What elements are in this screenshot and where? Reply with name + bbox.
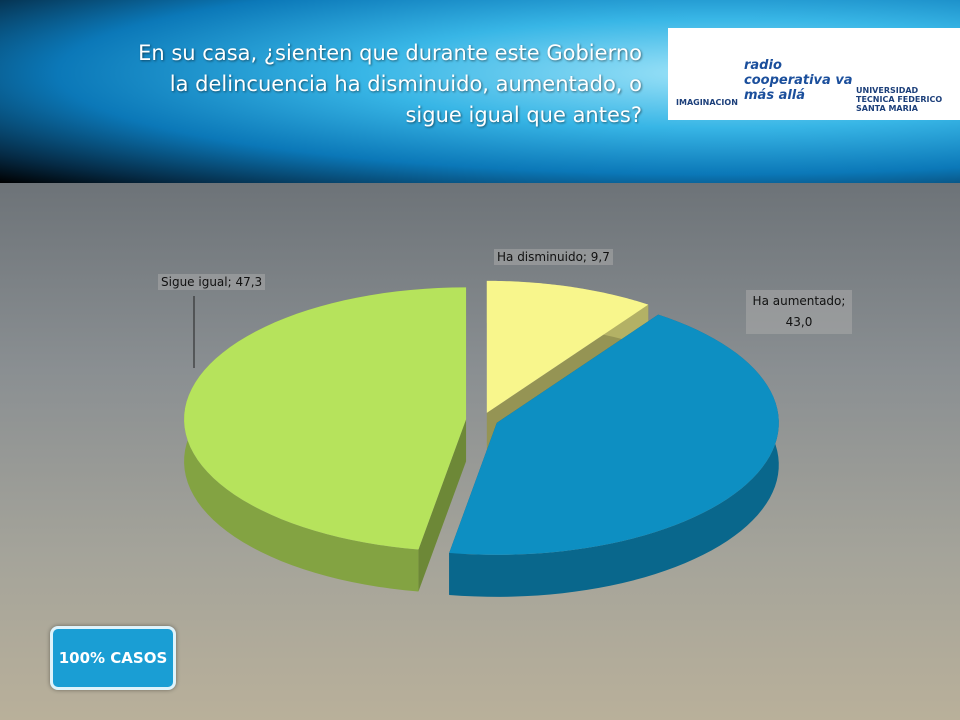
slice: Ha aumentado [449, 314, 779, 597]
badge[interactable]: 100% CASOS [50, 626, 176, 690]
slice-side [449, 314, 779, 597]
data-label: Ha aumentado; 43,0 [746, 290, 852, 334]
slice [184, 287, 467, 550]
slice-cut [418, 419, 467, 592]
slice [486, 280, 649, 413]
slide-title: En su casa, ¿sienten que durante este Go… [138, 41, 642, 127]
header: En su casa, ¿sienten que durante este Go… [0, 0, 960, 183]
slice [449, 314, 779, 555]
slice: Sigue igual [184, 287, 467, 592]
logo-utfsm: UNIVERSIDAD TECNICA FEDERICO SANTA MARIA [856, 86, 943, 113]
data-label: Sigue igual; 47,3 [158, 274, 266, 290]
logo-imaginacion: IMAGINACION [676, 98, 738, 107]
logo-cooperativa: radio cooperativa va más allá [744, 58, 853, 103]
data-label: Ha disminuido; 9,7 [494, 249, 613, 265]
logo-bar: IMAGINACION radio cooperativa va más all… [668, 28, 960, 120]
